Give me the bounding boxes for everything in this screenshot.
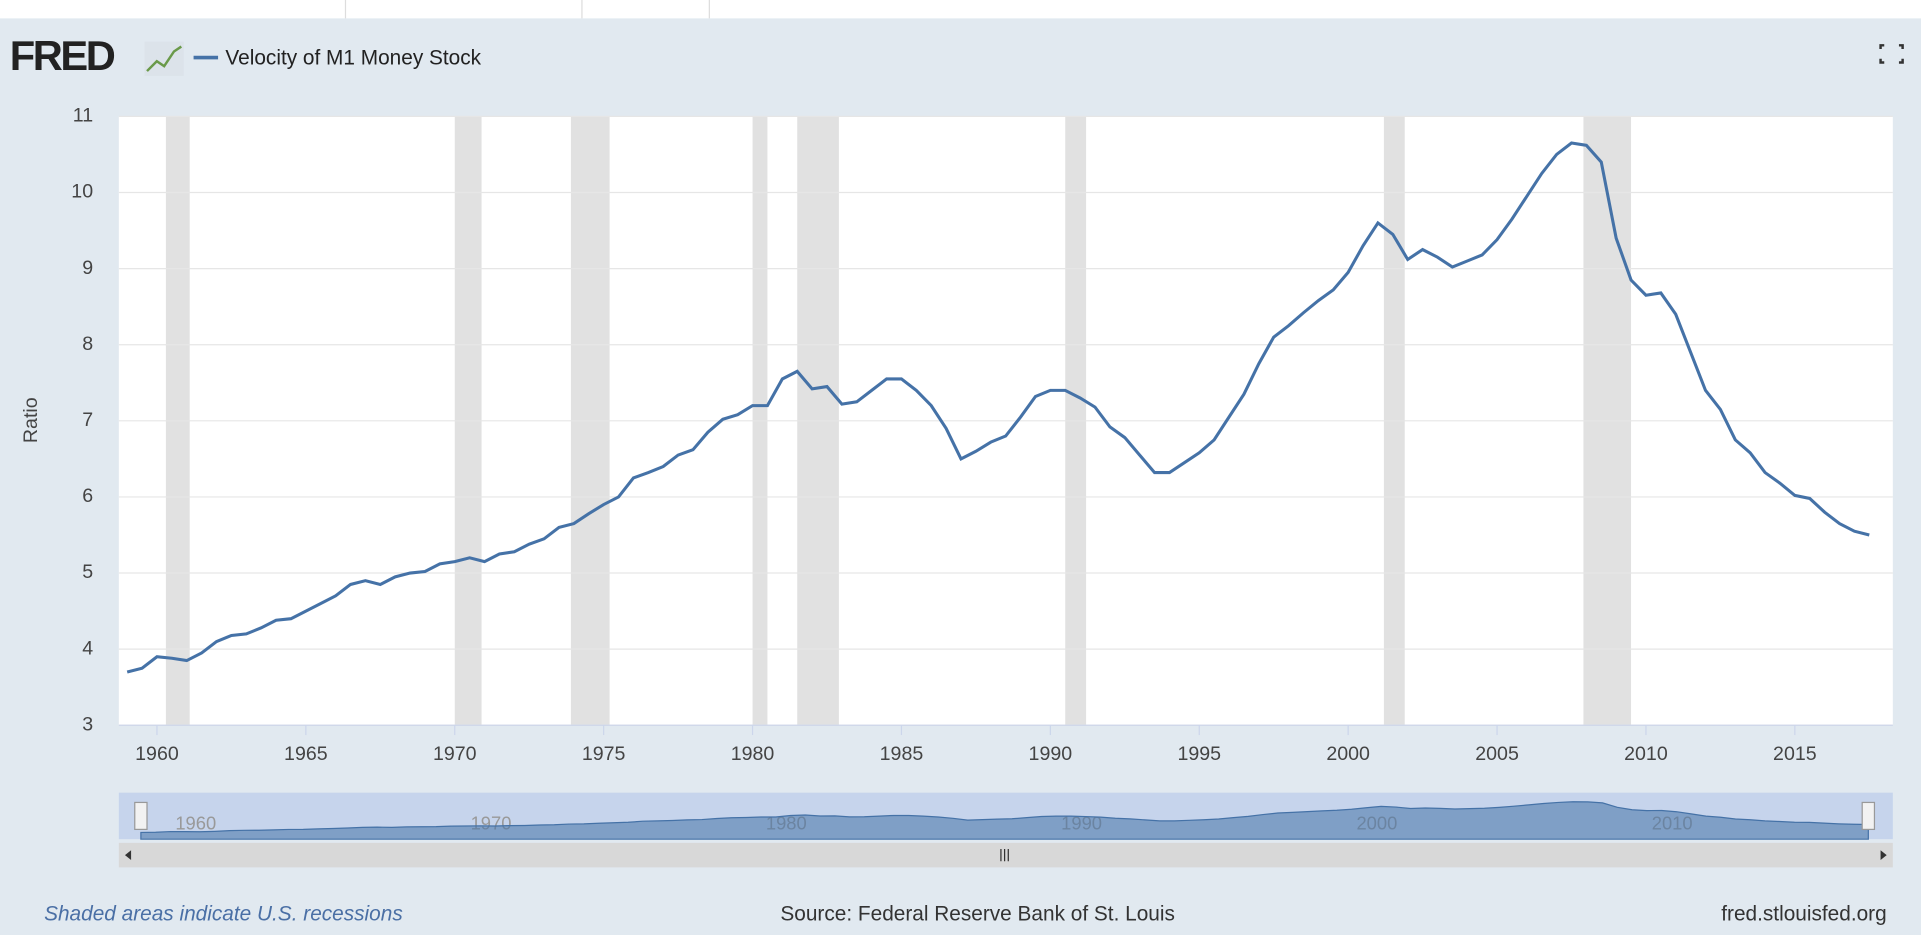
x-tick-label: 1960 <box>135 743 179 765</box>
x-tick-label: 1965 <box>284 743 328 765</box>
legend-label: Velocity of M1 Money Stock <box>225 46 481 69</box>
x-tick-label: 2000 <box>1326 743 1370 765</box>
y-tick-label: 8 <box>82 333 93 355</box>
source: Source: Federal Reserve Bank of St. Loui… <box>780 903 1174 926</box>
y-tick-label: 6 <box>82 485 93 507</box>
x-tick-label: 1970 <box>433 743 477 765</box>
x-tick-label: 1975 <box>582 743 626 765</box>
logo-icon <box>144 41 184 76</box>
x-tick-label: 2010 <box>1624 743 1668 765</box>
series-line <box>126 141 1870 674</box>
logo-icon-line <box>146 45 182 72</box>
navigator-handle[interactable] <box>134 801 148 831</box>
navigator-handle[interactable] <box>1861 801 1876 831</box>
navigator-tick-label: 1960 <box>175 812 216 833</box>
y-axis-label: Ratio <box>20 397 42 443</box>
recession-note: Shaded areas indicate U.S. recessions <box>44 903 403 926</box>
fullscreen-button[interactable] <box>1879 44 1904 64</box>
y-tick-label: 3 <box>82 713 93 735</box>
scroll-grip[interactable] <box>1000 848 1009 862</box>
y-tick-label: 5 <box>82 561 93 583</box>
y-tick-label: 7 <box>82 409 93 431</box>
logo: FRED <box>10 32 115 79</box>
y-tick-label: 11 <box>73 105 93 127</box>
y-tick-label: 4 <box>82 637 93 659</box>
navigator-area <box>140 801 1869 840</box>
top-bar <box>0 0 1921 19</box>
x-tick-label: 2005 <box>1475 743 1519 765</box>
x-tick-label: 2015 <box>1773 743 1817 765</box>
site: fred.stlouisfed.org <box>1721 903 1886 926</box>
x-tick-label: 1995 <box>1177 743 1221 765</box>
x-tick-label: 1980 <box>731 743 775 765</box>
x-tick-label: 1985 <box>880 743 924 765</box>
x-tick-label: 1990 <box>1029 743 1073 765</box>
y-tick-label: 9 <box>82 257 93 279</box>
y-tick-label: 10 <box>71 181 93 203</box>
scrollbar[interactable] <box>118 842 1893 868</box>
